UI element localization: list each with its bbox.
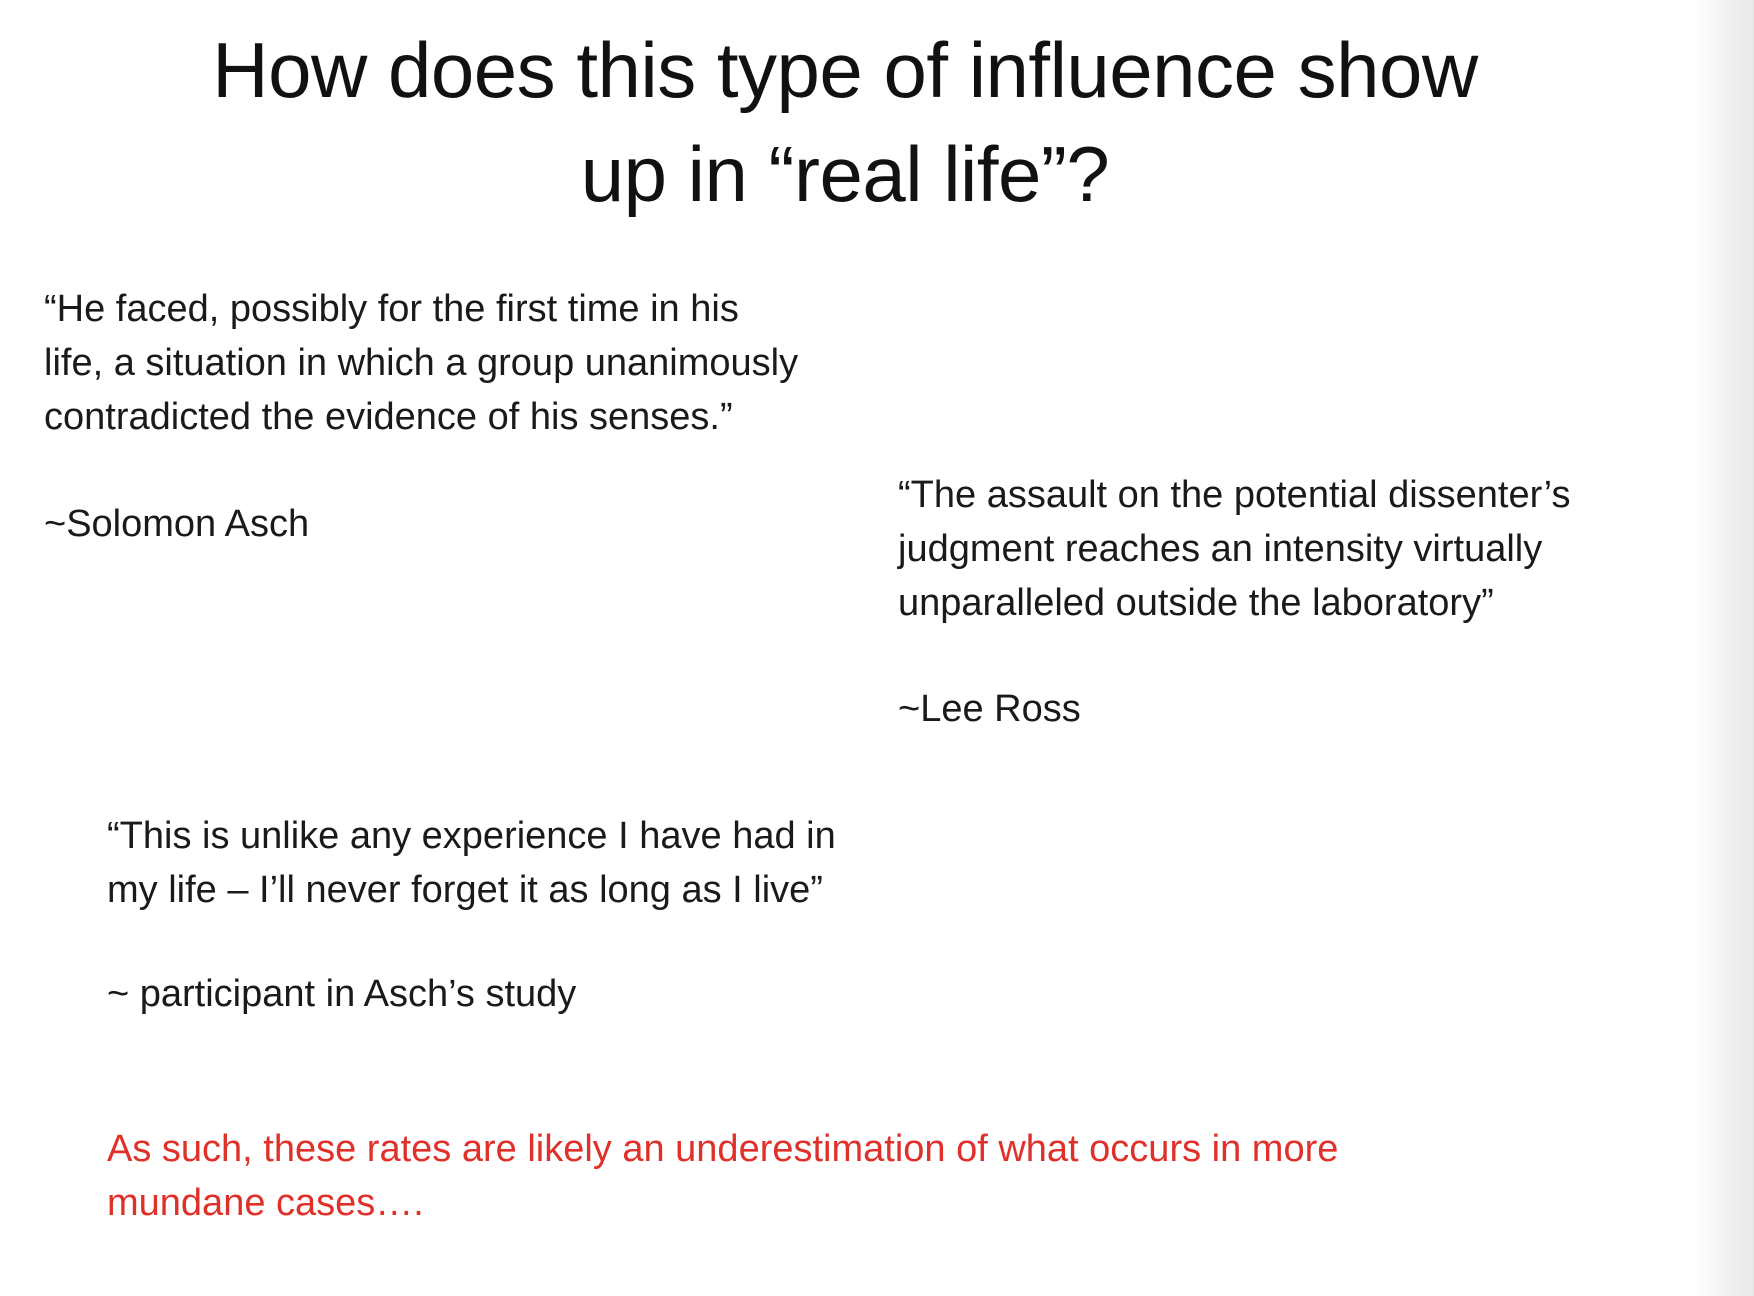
slide-title-line: up in “real life”? [580,130,1110,218]
quote-line: “The assault on the potential dissenter’… [898,474,1571,516]
quote-line: contradicted the evidence of his senses.… [44,396,733,438]
conclusion-line: As such, these rates are likely an under… [107,1128,1339,1170]
quote-line: “This is unlike any experience I have ha… [107,815,836,857]
quote-line: judgment reaches an intensity virtually [898,528,1543,570]
conclusion-text: As such, these rates are likely an under… [107,1122,1338,1230]
page-edge-shadow [1694,0,1754,1296]
quote-solomon-asch: “He faced, possibly for the first time i… [44,282,798,444]
quote-line: unparalleled outside the laboratory” [898,582,1494,624]
slide-title: How does this type of influence show up … [100,18,1590,226]
attribution-participant: ~ participant in Asch’s study [107,973,577,1015]
quote-line: “He faced, possibly for the first time i… [44,288,739,330]
attribution-solomon-asch: ~Solomon Asch [44,503,310,545]
quote-line: life, a situation in which a group unani… [44,342,799,384]
quote-participant: “This is unlike any experience I have ha… [107,809,836,917]
quote-lee-ross: “The assault on the potential dissenter’… [898,468,1570,630]
slide-title-line: How does this type of influence show [212,26,1478,114]
conclusion-line: mundane cases…. [107,1182,424,1224]
attribution-lee-ross: ~Lee Ross [898,688,1081,730]
quote-line: my life – I’ll never forget it as long a… [107,869,823,911]
